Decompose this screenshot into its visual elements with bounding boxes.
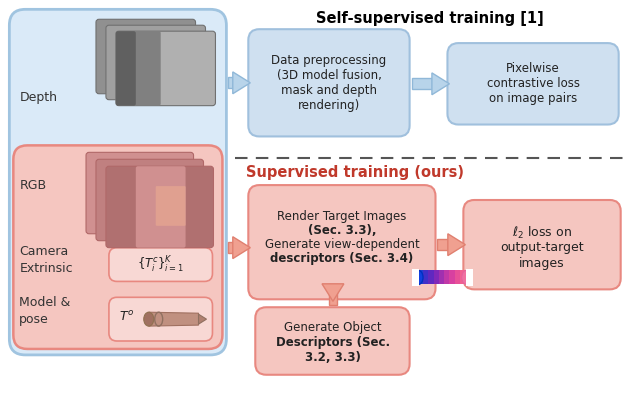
Text: (Sec. 3.3),: (Sec. 3.3),: [308, 224, 376, 237]
FancyBboxPatch shape: [106, 166, 214, 248]
Text: output-target: output-target: [500, 241, 584, 254]
Bar: [412, 269, 419, 287]
FancyBboxPatch shape: [109, 297, 212, 341]
FancyBboxPatch shape: [86, 152, 193, 234]
FancyBboxPatch shape: [13, 145, 223, 349]
Bar: [467, 269, 474, 287]
Polygon shape: [448, 234, 465, 256]
Bar: [423, 271, 429, 285]
Bar: [439, 271, 445, 285]
Text: Camera
Extrinsic: Camera Extrinsic: [19, 245, 73, 275]
Bar: [460, 271, 466, 285]
Text: Pixelwise
contrastive loss
on image pairs: Pixelwise contrastive loss on image pair…: [486, 62, 580, 105]
Bar: [328, 284, 337, 305]
FancyBboxPatch shape: [116, 31, 216, 105]
FancyBboxPatch shape: [248, 185, 435, 299]
FancyBboxPatch shape: [447, 43, 619, 125]
Text: $T^o$: $T^o$: [119, 310, 134, 324]
Polygon shape: [198, 314, 207, 324]
Bar: [438, 239, 448, 250]
Polygon shape: [148, 312, 198, 326]
Bar: [228, 242, 233, 253]
Text: RGB: RGB: [19, 179, 47, 191]
Ellipse shape: [414, 271, 423, 285]
Text: Self-supervised training [1]: Self-supervised training [1]: [316, 11, 543, 26]
Text: Depth: Depth: [19, 91, 58, 104]
Polygon shape: [233, 72, 250, 94]
Bar: [455, 271, 461, 285]
Text: Model &
pose: Model & pose: [19, 296, 70, 326]
Bar: [428, 271, 434, 285]
Text: Render Target Images: Render Target Images: [277, 210, 406, 223]
Text: images: images: [519, 257, 565, 269]
FancyBboxPatch shape: [10, 9, 227, 355]
FancyBboxPatch shape: [156, 186, 186, 226]
Text: Supervised training (ours): Supervised training (ours): [246, 165, 464, 180]
Text: descriptors (Sec. 3.4): descriptors (Sec. 3.4): [270, 252, 413, 265]
Text: $\ell_2$ loss on: $\ell_2$ loss on: [512, 225, 572, 241]
FancyBboxPatch shape: [248, 29, 410, 137]
Text: Generate view-dependent: Generate view-dependent: [264, 238, 419, 251]
FancyBboxPatch shape: [463, 200, 621, 289]
FancyBboxPatch shape: [136, 166, 186, 248]
Ellipse shape: [462, 271, 471, 285]
Bar: [433, 271, 439, 285]
Bar: [449, 271, 455, 285]
FancyBboxPatch shape: [106, 25, 205, 100]
FancyBboxPatch shape: [96, 19, 196, 94]
FancyBboxPatch shape: [96, 159, 204, 241]
Polygon shape: [233, 237, 250, 259]
Text: $\{T_i^c\}_{i=1}^K$: $\{T_i^c\}_{i=1}^K$: [137, 254, 184, 275]
FancyBboxPatch shape: [116, 31, 161, 105]
FancyBboxPatch shape: [255, 307, 410, 375]
Bar: [228, 77, 233, 88]
Text: Data preprocessing
(3D model fusion,
mask and depth
rendering): Data preprocessing (3D model fusion, mas…: [271, 54, 387, 112]
Bar: [417, 271, 424, 285]
FancyBboxPatch shape: [109, 248, 212, 281]
Text: Descriptors (Sec.: Descriptors (Sec.: [276, 336, 390, 349]
Polygon shape: [322, 284, 344, 301]
Text: Generate Object: Generate Object: [284, 321, 381, 334]
Polygon shape: [432, 73, 449, 95]
Text: 3.2, 3.3): 3.2, 3.3): [305, 351, 361, 364]
Bar: [444, 271, 450, 285]
Bar: [412, 78, 432, 89]
FancyBboxPatch shape: [116, 31, 136, 105]
Ellipse shape: [144, 312, 154, 326]
